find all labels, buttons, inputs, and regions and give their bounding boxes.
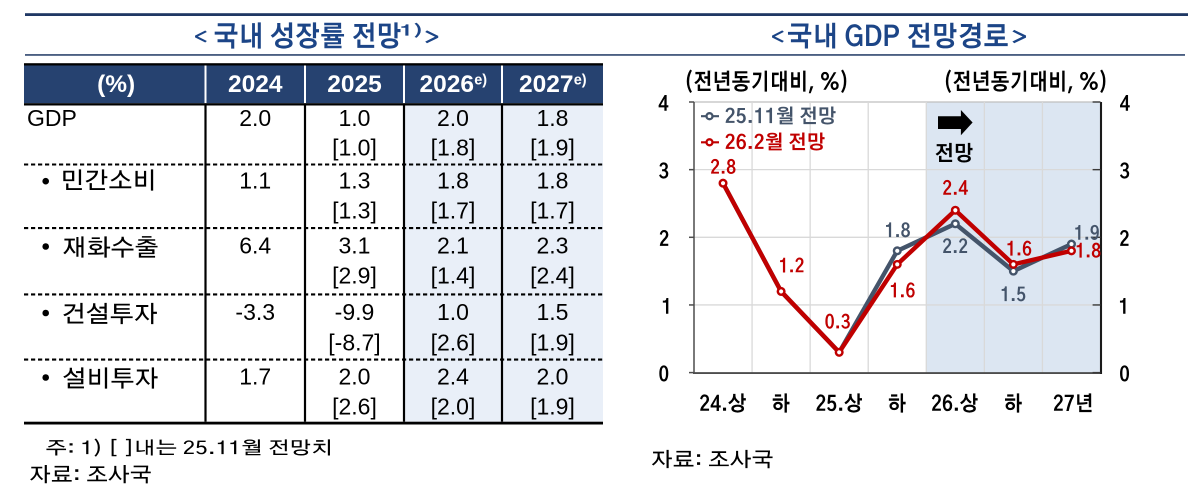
svg-text:[2.6]: [2.6] (332, 394, 377, 420)
svg-text:-3.3: -3.3 (235, 299, 275, 325)
svg-text:[2.6]: [2.6] (431, 330, 476, 356)
svg-text:2.3: 2.3 (537, 233, 569, 259)
svg-text:1.0: 1.0 (437, 299, 469, 325)
svg-text:[2.9]: [2.9] (332, 263, 377, 289)
svg-text:6.4: 6.4 (239, 233, 271, 259)
svg-text:[1.9]: [1.9] (530, 394, 575, 420)
svg-text:2.0: 2.0 (339, 364, 371, 390)
svg-text:1.8: 1.8 (537, 105, 569, 131)
svg-text:[1.3]: [1.3] (332, 198, 377, 224)
svg-text:[1.0]: [1.0] (332, 135, 377, 161)
svg-text:2027: 2027 (519, 71, 574, 98)
svg-text:1.1: 1.1 (239, 168, 271, 194)
svg-text:1.8: 1.8 (437, 168, 469, 194)
svg-text:[2.4]: [2.4] (530, 263, 575, 289)
svg-text:1.0: 1.0 (339, 105, 371, 131)
svg-text:2.0: 2.0 (437, 105, 469, 131)
svg-text:[2.0]: [2.0] (431, 394, 476, 420)
svg-text:3.1: 3.1 (339, 233, 371, 259)
svg-text:2025: 2025 (327, 71, 382, 98)
svg-text:(%): (%) (97, 71, 135, 98)
svg-text:e): e) (574, 73, 587, 89)
svg-text:[1.7]: [1.7] (530, 198, 575, 224)
svg-text:e): e) (474, 73, 487, 89)
svg-text:2.1: 2.1 (437, 233, 469, 259)
svg-text:2.0: 2.0 (537, 364, 569, 390)
svg-text:[1.8]: [1.8] (431, 135, 476, 161)
svg-text:-9.9: -9.9 (335, 299, 375, 325)
svg-text:[1.7]: [1.7] (431, 198, 476, 224)
svg-text:2.0: 2.0 (239, 105, 271, 131)
svg-text:GDP: GDP (27, 105, 77, 131)
svg-text:1.3: 1.3 (339, 168, 371, 194)
svg-text:[-8.7]: [-8.7] (328, 330, 380, 356)
svg-text:[1.4]: [1.4] (431, 263, 476, 289)
svg-text:[1.9]: [1.9] (530, 135, 575, 161)
svg-text:2026: 2026 (420, 71, 475, 98)
svg-text:1.7: 1.7 (239, 364, 271, 390)
svg-text:1.8: 1.8 (537, 168, 569, 194)
svg-text:2024: 2024 (228, 71, 283, 98)
svg-text:[1.9]: [1.9] (530, 330, 575, 356)
svg-text:2.4: 2.4 (437, 364, 469, 390)
svg-text:1.5: 1.5 (537, 299, 569, 325)
